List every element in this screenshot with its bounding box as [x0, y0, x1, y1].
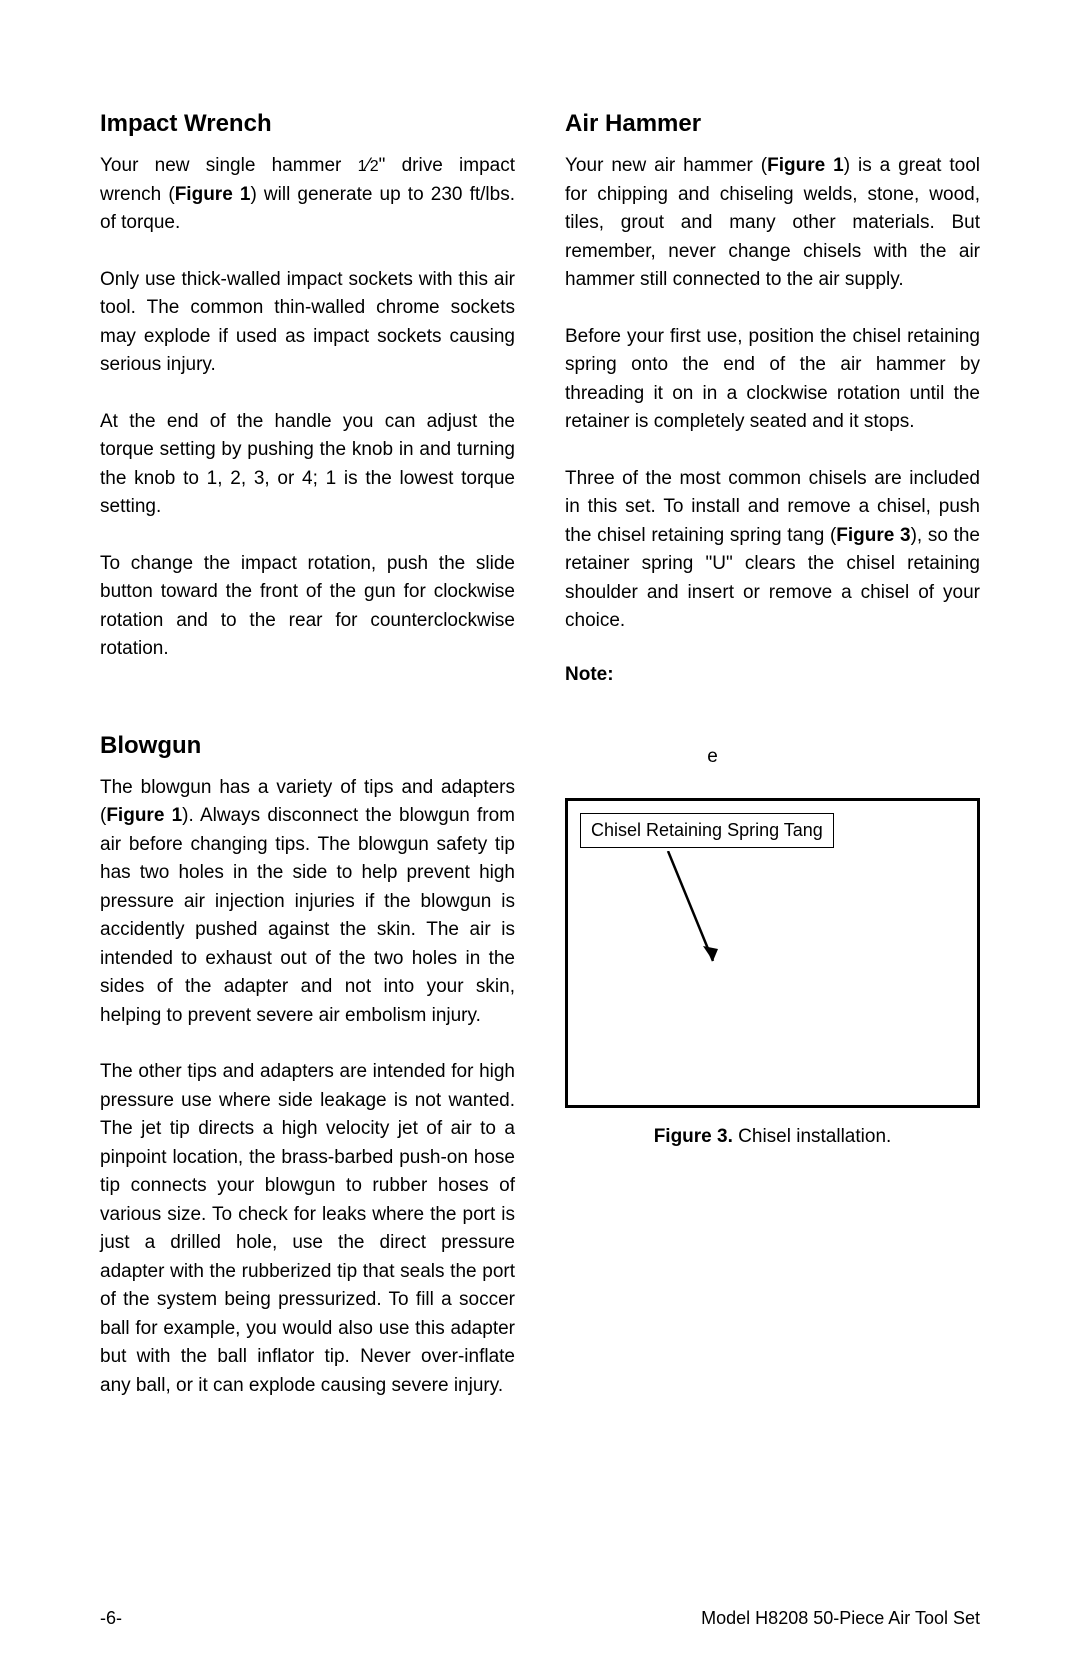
left-column: Impact Wrench Your new single hammer 1⁄2… — [100, 110, 515, 1428]
impact-wrench-para-1: Your new single hammer 1⁄2" drive impact… — [100, 152, 515, 238]
model-label: Model H8208 50-Piece Air Tool Set — [701, 1608, 980, 1629]
blowgun-para-2: The other tips and adapters are intended… — [100, 1058, 515, 1400]
air-hammer-para-2: Before your first use, position the chis… — [565, 323, 980, 437]
impact-wrench-heading: Impact Wrench — [100, 110, 515, 138]
air-hammer-para-3: Three of the most common chisels are inc… — [565, 465, 980, 636]
note-label: Note: — [565, 664, 980, 686]
air-hammer-para-1: Your new air hammer (Figure 1) is a grea… — [565, 152, 980, 295]
impact-wrench-para-2: Only use thick-walled impact sockets wit… — [100, 266, 515, 380]
air-hammer-heading: Air Hammer — [565, 110, 980, 138]
figure-letter-e: e — [445, 746, 980, 768]
impact-wrench-para-4: To change the impact rotation, push the … — [100, 550, 515, 664]
figure-3-caption: Figure 3. Chisel installation. — [565, 1126, 980, 1148]
page-number: -6- — [100, 1608, 122, 1629]
impact-wrench-para-3: At the end of the handle you can adjust … — [100, 408, 515, 522]
figure-3-box: Chisel Retaining Spring Tang — [565, 798, 980, 1108]
figure-3-container: e Chisel Retaining Spring Tang Figure 3.… — [565, 746, 980, 1148]
chisel-annotation-label: Chisel Retaining Spring Tang — [580, 813, 834, 848]
right-column: Air Hammer Your new air hammer (Figure 1… — [565, 110, 980, 1428]
page-footer: -6- Model H8208 50-Piece Air Tool Set — [100, 1608, 980, 1629]
annotation-arrow-icon — [658, 851, 738, 981]
blowgun-para-1: The blowgun has a variety of tips and ad… — [100, 774, 515, 1031]
two-column-layout: Impact Wrench Your new single hammer 1⁄2… — [100, 110, 980, 1428]
